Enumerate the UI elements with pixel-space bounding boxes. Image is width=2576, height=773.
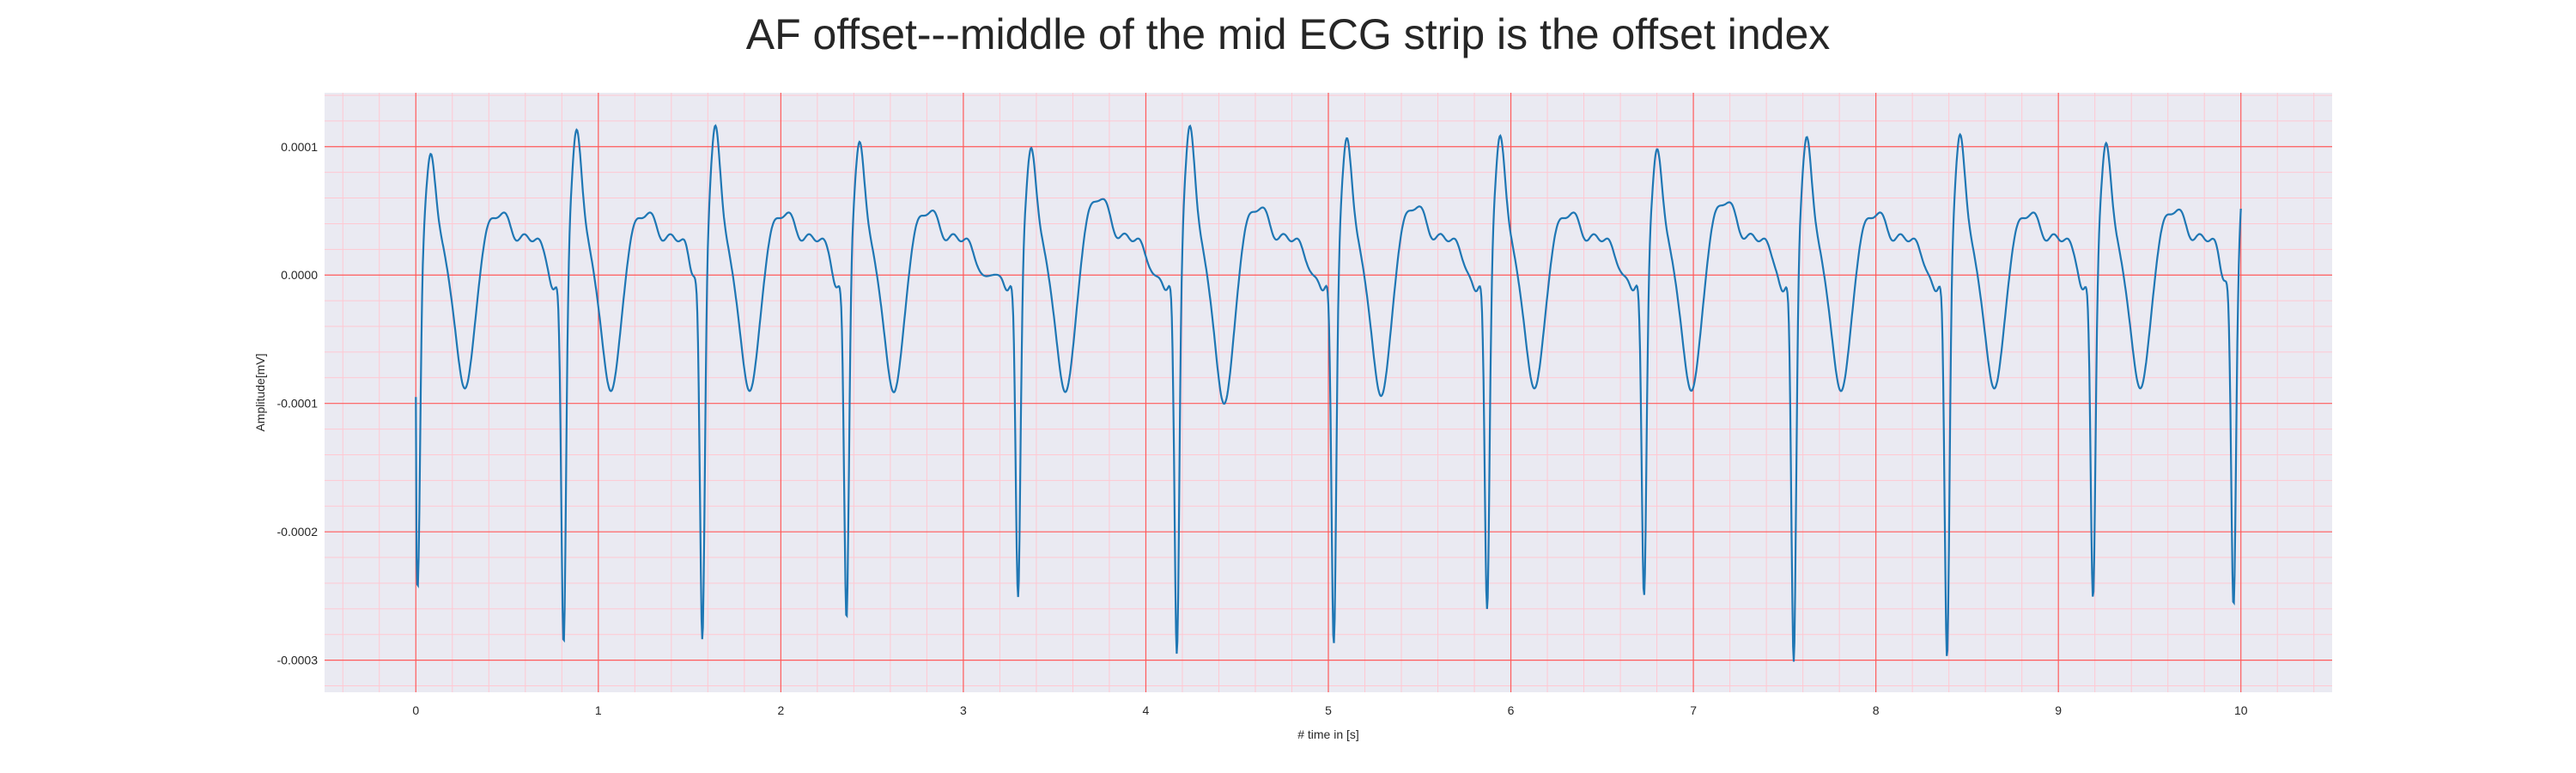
- y-tick-label: 0.0001: [281, 140, 318, 154]
- y-tick-label: -0.0002: [277, 525, 319, 539]
- x-tick-label: 6: [1508, 703, 1515, 717]
- x-axis-label: # time in [s]: [1297, 727, 1359, 741]
- x-tick-label: 8: [1873, 703, 1880, 717]
- series-line-ecg: [415, 124, 2242, 662]
- x-tick-label: 9: [2055, 703, 2062, 717]
- y-tick-label: -0.0003: [277, 654, 319, 667]
- x-axis-ticks: 0 1 2 3 4 5 6 7 8 9 10: [412, 703, 2247, 717]
- x-tick-label: 2: [777, 703, 784, 717]
- y-tick-label: 0.0000: [281, 268, 318, 282]
- y-tick-label: -0.0001: [277, 397, 319, 411]
- major-grid: [325, 93, 2332, 692]
- x-tick-label: 7: [1690, 703, 1697, 717]
- x-tick-label: 0: [412, 703, 419, 717]
- x-tick-label: 4: [1143, 703, 1150, 717]
- x-tick-label: 10: [2234, 703, 2248, 717]
- y-axis-label: Amplitude[mV]: [253, 353, 267, 431]
- chart-title: AF offset---middle of the mid ECG strip …: [745, 10, 1831, 58]
- x-tick-label: 1: [595, 703, 602, 717]
- x-tick-label: 5: [1325, 703, 1332, 717]
- x-tick-label: 3: [960, 703, 967, 717]
- y-axis-ticks: 0.0001 0.0000 -0.0001 -0.0002 -0.0003: [277, 140, 319, 667]
